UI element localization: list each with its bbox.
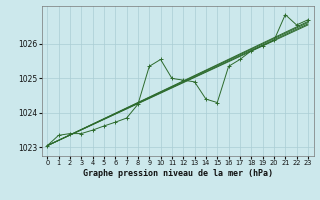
X-axis label: Graphe pression niveau de la mer (hPa): Graphe pression niveau de la mer (hPa) (83, 169, 273, 178)
